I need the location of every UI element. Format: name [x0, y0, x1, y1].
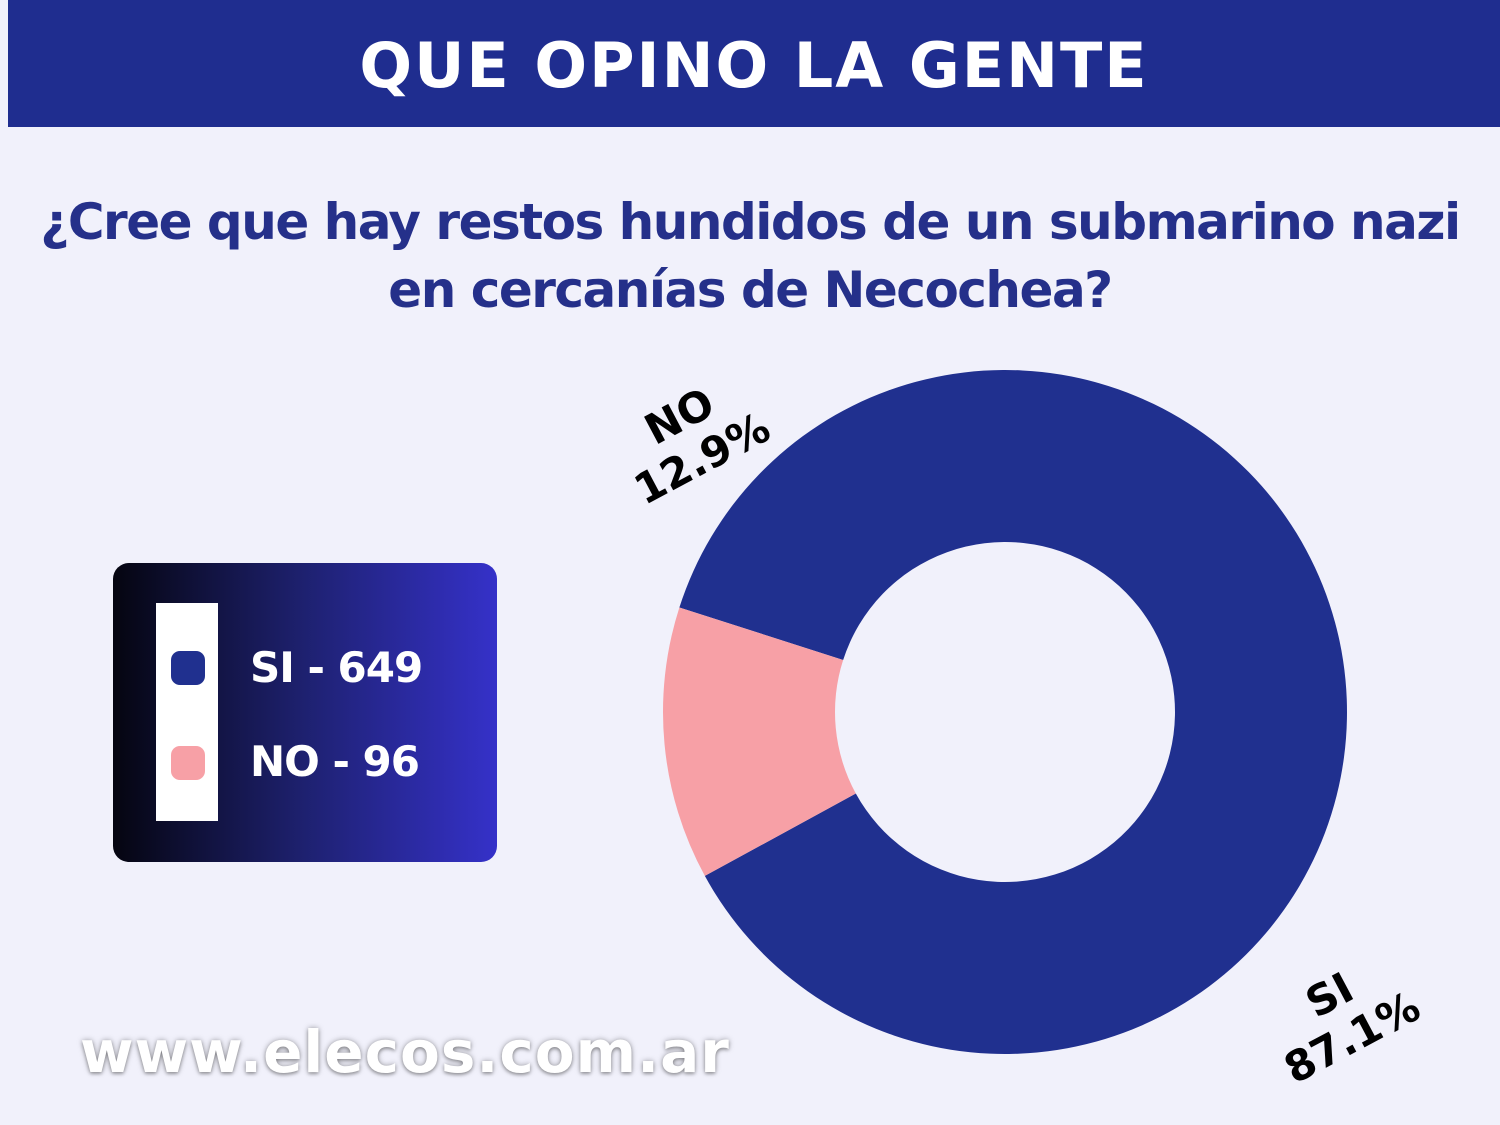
legend-strip [156, 603, 218, 821]
legend-swatch-si [171, 651, 205, 685]
slice-si [679, 370, 1347, 1055]
footer-url: www.elecos.com.ar [80, 1018, 730, 1086]
legend-label-si: SI - 649 [250, 643, 423, 692]
chart-legend: SI - 649 NO - 96 [113, 563, 497, 862]
header-banner: QUE OPINO LA GENTE [8, 0, 1500, 127]
survey-question: ¿Cree que hay restos hundidos de un subm… [40, 193, 1461, 319]
legend-label-no: NO - 96 [250, 737, 420, 786]
slice-no [662, 607, 856, 876]
header-title: QUE OPINO LA GENTE [359, 29, 1149, 102]
legend-swatch-no [171, 746, 205, 780]
